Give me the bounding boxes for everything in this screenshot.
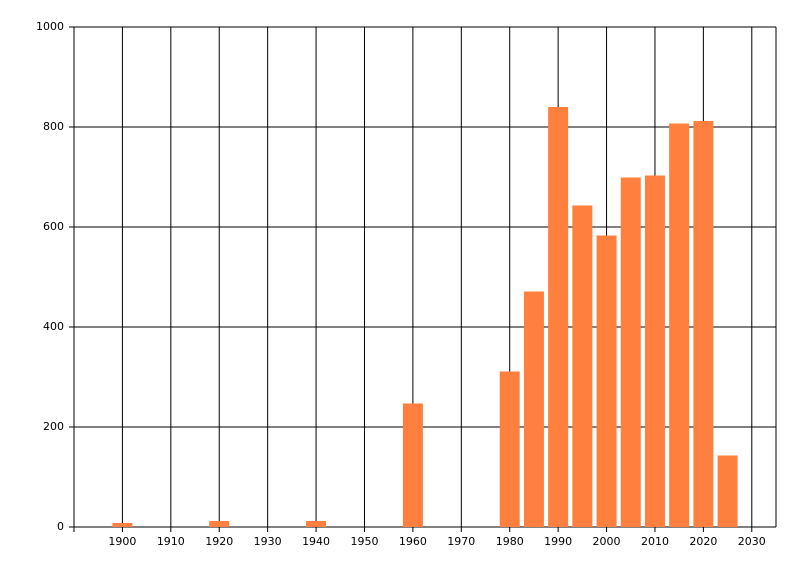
bar (523, 291, 544, 527)
bar (306, 521, 327, 527)
bar (499, 371, 520, 527)
x-tick-label: 1900 (108, 535, 136, 548)
x-tick-label: 1960 (399, 535, 427, 548)
bar (717, 455, 738, 527)
y-tick-label: 400 (43, 320, 64, 333)
y-tick-label: 200 (43, 420, 64, 433)
y-tick-label: 600 (43, 220, 64, 233)
bar (548, 107, 569, 527)
x-tick-label: 1990 (544, 535, 572, 548)
x-tick-label: 2000 (593, 535, 621, 548)
bar (209, 521, 230, 527)
y-tick-label: 1000 (36, 20, 64, 33)
bar (572, 205, 593, 527)
x-tick-label: 1940 (302, 535, 330, 548)
bar (596, 235, 617, 527)
x-tick-label: 1930 (254, 535, 282, 548)
y-tick-label: 0 (57, 520, 64, 533)
bar (693, 121, 714, 527)
x-tick-label: 1970 (447, 535, 475, 548)
x-tick-label: 2020 (689, 535, 717, 548)
bar (620, 177, 641, 527)
x-tick-label: 1920 (205, 535, 233, 548)
bar (669, 123, 690, 527)
x-tick-label: 2030 (738, 535, 766, 548)
bar (402, 403, 423, 527)
bar (112, 523, 133, 527)
x-tick-label: 1950 (350, 535, 378, 548)
x-tick-label: 1980 (496, 535, 524, 548)
y-tick-label: 800 (43, 120, 64, 133)
x-tick-label: 2010 (641, 535, 669, 548)
x-tick-label: 1910 (157, 535, 185, 548)
bar (644, 175, 665, 527)
